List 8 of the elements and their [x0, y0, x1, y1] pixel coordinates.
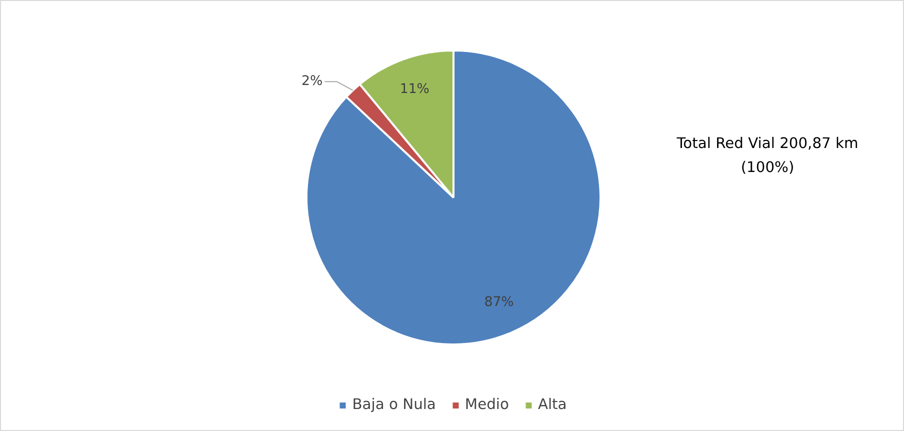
legend-label: Medio — [464, 396, 509, 413]
legend-label: Alta — [538, 396, 567, 413]
data-label: 2% — [302, 74, 323, 90]
text: (100%) — [740, 159, 794, 176]
data-label: 87% — [484, 295, 514, 310]
legend-label: Baja o Nula — [352, 396, 436, 413]
data-label: 11% — [400, 82, 430, 98]
text: Total Red Vial 200,87 km — [676, 135, 858, 152]
